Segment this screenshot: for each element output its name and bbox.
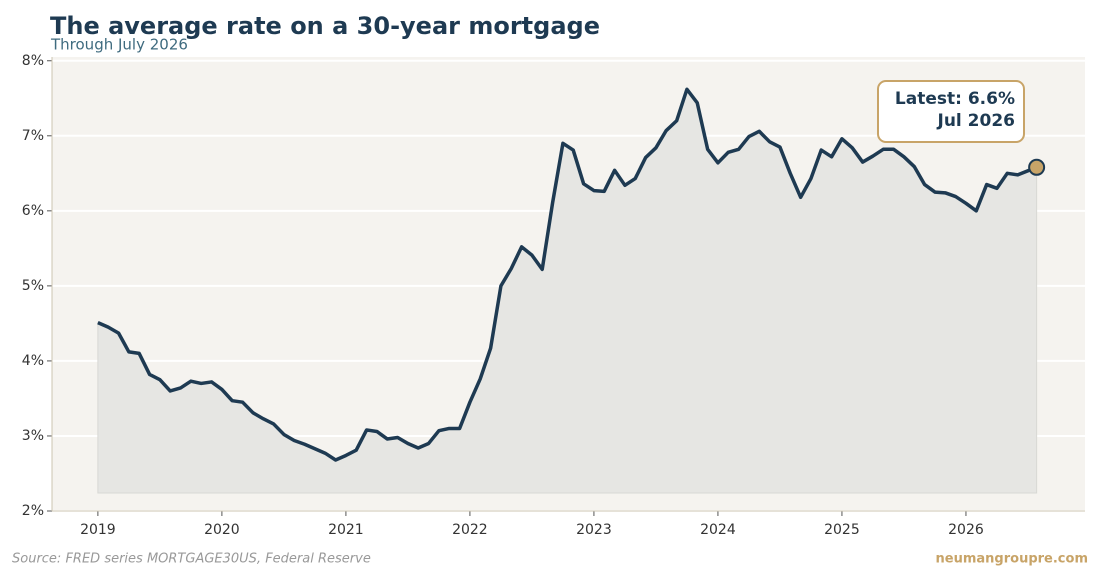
annotation-text: Jul 2026 — [937, 111, 1016, 131]
x-tick-label: 2026 — [948, 522, 984, 538]
x-tick-label: 2019 — [80, 522, 116, 538]
x-tick-label: 2021 — [328, 522, 364, 538]
y-tick-label: 5% — [22, 278, 44, 294]
y-tick-label: 2% — [22, 503, 44, 519]
y-tick-label: 8% — [22, 53, 44, 69]
chart-subtitle: Through July 2026 — [50, 36, 188, 54]
x-tick-label: 2022 — [452, 522, 488, 538]
annotation-box — [877, 80, 1025, 143]
y-tick-label: 4% — [22, 353, 44, 369]
latest-marker — [1028, 158, 1046, 176]
source: Source: FRED series MORTGAGE30US, Federa… — [12, 552, 371, 567]
chart-title: The average rate on a 30-year mortgage — [50, 12, 600, 40]
y-tick-label: 6% — [22, 203, 44, 219]
y-tick-label: 7% — [22, 128, 44, 144]
x-tick-label: 2020 — [204, 522, 240, 538]
watermark: neumangroupre.com — [936, 552, 1088, 567]
y-tick-label: 3% — [22, 428, 44, 444]
line — [97, 87, 1038, 462]
annotation-text: Latest: 6.6% — [895, 89, 1015, 109]
x-tick-label: 2024 — [700, 522, 736, 538]
x-tick-label: 2023 — [576, 522, 612, 538]
x-tick-label: 2025 — [824, 522, 860, 538]
